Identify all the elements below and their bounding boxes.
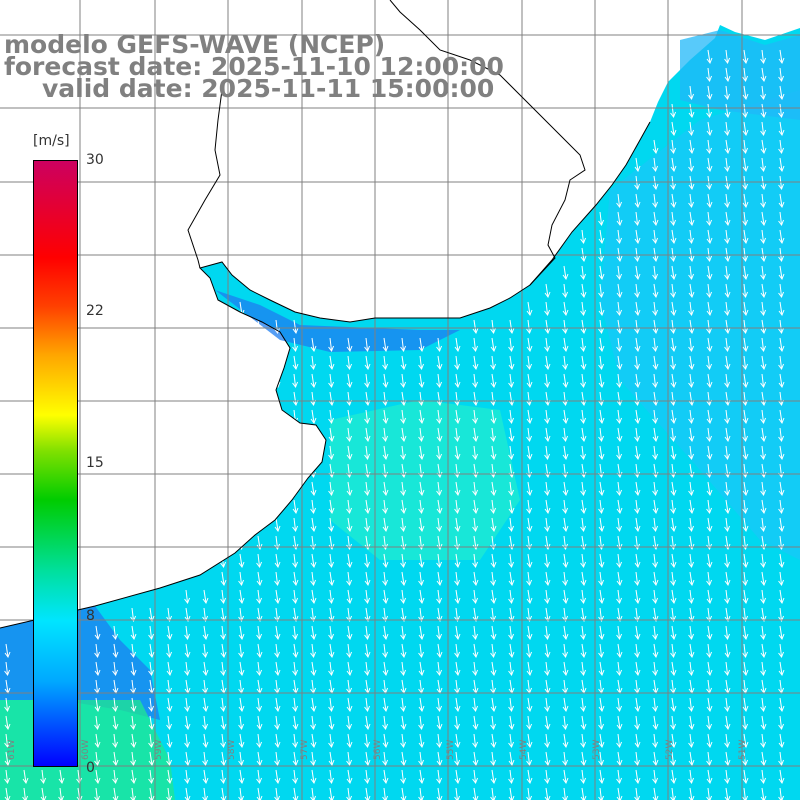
longitude-label: 55W xyxy=(446,740,456,760)
colorbar-tick-0: 0 xyxy=(86,760,95,776)
colorbar-tick-8: 8 xyxy=(86,608,95,624)
longitude-label: 53W xyxy=(592,740,602,760)
longitude-label: 51W xyxy=(738,740,748,760)
sea-wind-field xyxy=(0,25,800,800)
longitude-label: 56W xyxy=(373,740,383,760)
longitude-labels: 61W 60W 59W 58W 57W 56W 55W 54W 53W 52W 51W xyxy=(7,740,748,760)
colorbar-unit: [m/s] xyxy=(33,133,70,149)
longitude-label: 58W xyxy=(227,740,237,760)
forecast-date: forecast date: 2025-11-10 12:00:00 xyxy=(4,52,504,81)
colorbar xyxy=(33,160,78,767)
colorbar-tick-30: 30 xyxy=(86,152,104,168)
longitude-label: 54W xyxy=(519,740,529,760)
longitude-label: 61W xyxy=(7,740,17,760)
colorbar-tick-22: 22 xyxy=(86,303,104,319)
valid-date: valid date: 2025-11-11 15:00:00 xyxy=(42,74,495,103)
longitude-label: 57W xyxy=(300,740,310,760)
longitude-label: 52W xyxy=(665,740,675,760)
colorbar-tick-15: 15 xyxy=(86,455,104,471)
longitude-label: 59W xyxy=(154,740,164,760)
wind-arrows xyxy=(4,49,785,800)
coastline xyxy=(0,0,651,629)
model-title: modelo GEFS-WAVE (NCEP) xyxy=(4,30,386,59)
longitude-label: 60W xyxy=(81,740,91,760)
